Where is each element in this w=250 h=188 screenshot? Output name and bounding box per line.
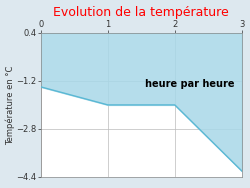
Title: Evolution de la température: Evolution de la température xyxy=(54,6,229,19)
Text: heure par heure: heure par heure xyxy=(145,79,234,89)
Y-axis label: Température en °C: Température en °C xyxy=(6,65,15,145)
